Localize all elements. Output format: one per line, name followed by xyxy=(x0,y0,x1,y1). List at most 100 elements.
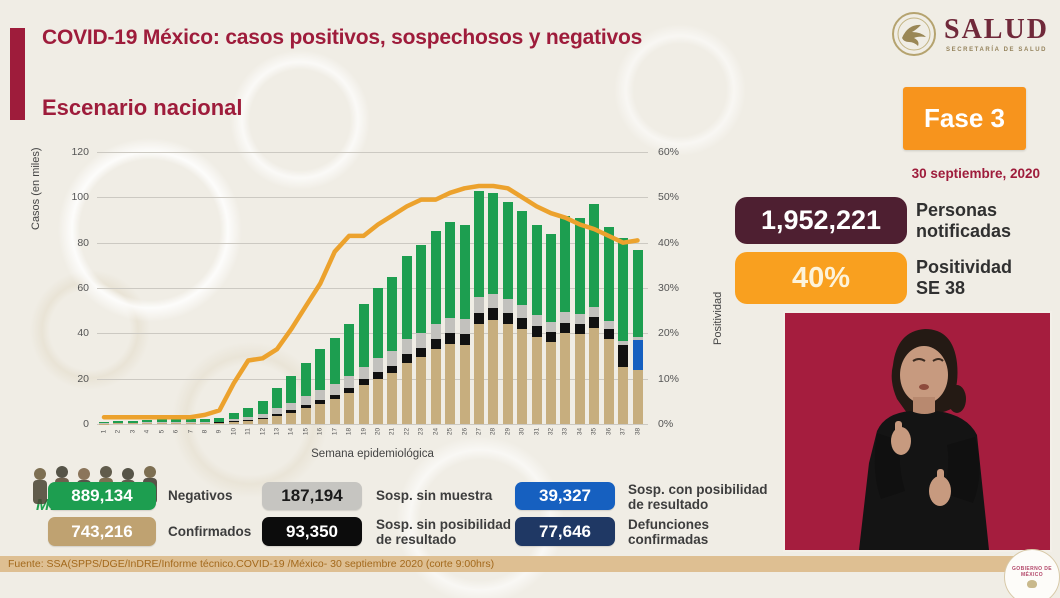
bar-segment xyxy=(272,414,283,417)
bar-segment xyxy=(502,201,513,299)
bar-segment xyxy=(214,422,225,424)
bar-week-33 xyxy=(560,215,571,424)
bar-segment xyxy=(156,419,167,423)
bar-week-36 xyxy=(603,226,614,424)
y-tick-left: 120 xyxy=(71,146,89,158)
x-tick-week-11: 11 xyxy=(244,428,252,435)
x-tick-week-15: 15 xyxy=(302,427,310,436)
bar-segment xyxy=(401,354,412,363)
bar-week-13 xyxy=(272,387,283,424)
gridline xyxy=(97,378,648,380)
bar-segment xyxy=(171,419,182,423)
positividad-badge: 40% xyxy=(735,252,907,304)
x-tick-week-16: 16 xyxy=(316,427,324,436)
y-tick-right: 0% xyxy=(658,418,674,430)
bar-segment xyxy=(315,399,326,404)
x-tick-week-9: 9 xyxy=(215,429,223,434)
bar-week-3 xyxy=(127,420,138,424)
bar-segment xyxy=(228,421,239,424)
y-tick-right: 20% xyxy=(658,327,680,340)
bar-segment xyxy=(488,308,499,320)
legend-label-sosp-sin-muestra: Sosp. sin muestra xyxy=(376,488,493,503)
bar-segment xyxy=(199,422,210,424)
positivity-line xyxy=(101,183,640,420)
bar-week-22 xyxy=(401,256,412,424)
x-tick-week-13: 13 xyxy=(273,427,281,436)
bar-segment xyxy=(257,419,268,424)
legend-label-confirmados: Confirmados xyxy=(168,524,252,539)
bar-segment xyxy=(286,376,297,403)
bar-week-25 xyxy=(445,222,456,424)
x-tick-week-37: 37 xyxy=(619,427,627,436)
bar-segment xyxy=(315,349,326,391)
bar-segment xyxy=(473,297,484,313)
y-tick-right: 40% xyxy=(658,236,680,249)
bar-segment xyxy=(430,231,441,324)
bar-segment xyxy=(488,319,499,424)
bar-segment xyxy=(459,319,470,335)
x-tick-week-12: 12 xyxy=(259,427,267,436)
bar-segment xyxy=(416,244,427,333)
plot-area: 0 0% 20 10% 40 20% 60 30% 80 40% 100 50% 120 60% 1 2 3 4 5… xyxy=(71,146,679,435)
x-tick-week-24: 24 xyxy=(432,427,440,436)
bar-week-38 xyxy=(632,249,643,424)
bar-segment xyxy=(329,399,340,424)
gobierno-logo-line1: GOBIERNO DE xyxy=(1012,566,1052,572)
bar-week-17 xyxy=(329,337,340,424)
gridline xyxy=(97,152,648,153)
bar-segment xyxy=(473,312,484,325)
bar-segment xyxy=(603,320,614,329)
bar-segment xyxy=(546,233,557,322)
bar-segment xyxy=(257,401,268,415)
y-tick-left: 100 xyxy=(71,191,89,204)
x-tick-week-31: 31 xyxy=(533,427,541,436)
x-tick-week-38: 38 xyxy=(634,427,642,436)
bar-week-18 xyxy=(344,324,355,424)
bar-segment xyxy=(430,323,441,340)
bar-week-19 xyxy=(358,303,369,424)
bar-week-10 xyxy=(228,412,239,424)
bar-segment xyxy=(113,423,124,424)
bar-segment xyxy=(445,222,456,318)
personas-notificadas-label: Personas notificadas xyxy=(916,200,1012,241)
x-tick-week-36: 36 xyxy=(605,427,613,436)
bar-segment xyxy=(445,343,456,424)
bar-segment xyxy=(618,344,629,368)
bar-segment xyxy=(618,341,629,345)
x-tick-week-8: 8 xyxy=(201,429,209,434)
bar-week-30 xyxy=(517,210,528,424)
bar-segment xyxy=(272,408,283,415)
bar-segment xyxy=(372,288,383,359)
bar-segment xyxy=(171,422,182,424)
bar-segment xyxy=(560,215,571,313)
legend-badge-sosp-sin-muestra: 187,194 xyxy=(262,482,362,510)
x-tick-week-26: 26 xyxy=(461,427,468,436)
bar-segment xyxy=(401,339,412,355)
bar-segment xyxy=(488,293,499,309)
bar-segment xyxy=(632,340,643,370)
x-tick-week-20: 20 xyxy=(374,427,382,436)
bar-segment xyxy=(329,394,340,400)
x-tick-week-30: 30 xyxy=(518,427,526,436)
bar-segment xyxy=(560,333,571,424)
salud-wordmark: SALUD xyxy=(944,14,1049,45)
bar-segment xyxy=(185,419,196,422)
bar-segment xyxy=(589,204,600,308)
bar-segment xyxy=(531,314,542,327)
x-tick-week-28: 28 xyxy=(489,427,497,436)
bar-segment xyxy=(430,339,441,350)
legend-label-negativos: Negativos xyxy=(168,488,233,503)
bar-segment xyxy=(387,365,398,373)
gobierno-logo-emblem-icon xyxy=(1027,580,1037,588)
x-tick-week-2: 2 xyxy=(114,429,122,434)
bar-segment xyxy=(358,379,369,386)
gridline xyxy=(97,242,648,244)
bar-week-2 xyxy=(113,421,124,424)
bar-segment xyxy=(603,226,614,321)
bar-segment xyxy=(156,422,167,424)
bar-segment xyxy=(372,371,383,379)
bar-segment xyxy=(156,422,167,423)
bar-segment xyxy=(243,420,254,424)
bar-week-9 xyxy=(214,417,225,424)
